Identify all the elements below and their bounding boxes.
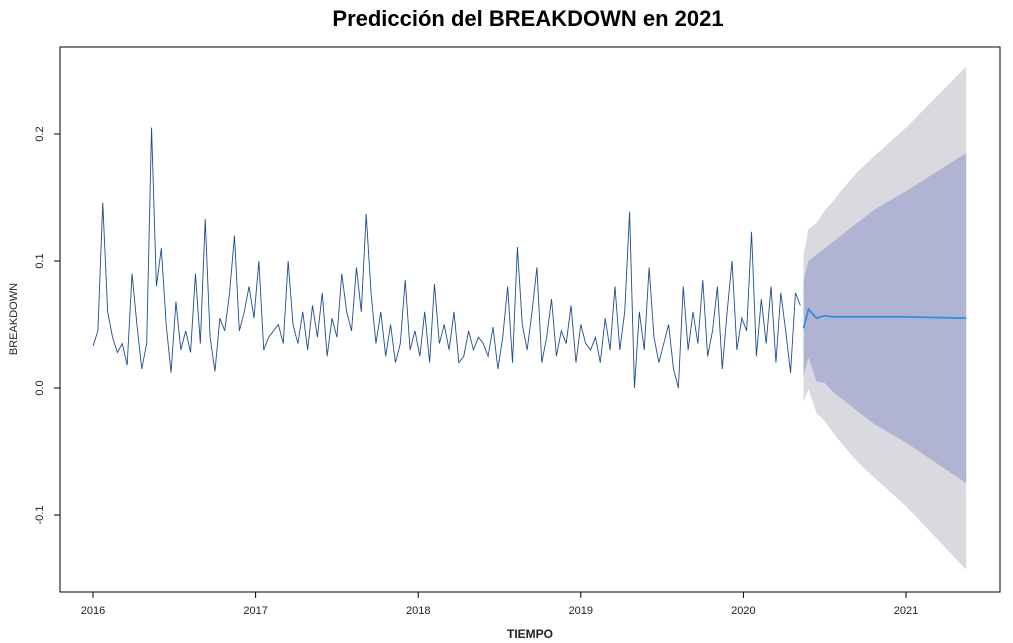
y-tick-label: 0.2 xyxy=(34,126,46,141)
chart-title: Predicción del BREAKDOWN en 2021 xyxy=(332,6,723,31)
y-tick-label: 0.1 xyxy=(34,253,46,268)
x-tick-label: 2021 xyxy=(894,605,918,617)
x-tick-label: 2018 xyxy=(406,605,430,617)
band-80 xyxy=(803,153,967,484)
forecast-line xyxy=(802,307,967,329)
history-line xyxy=(92,127,801,389)
x-tick-label: 2019 xyxy=(569,605,593,617)
x-tick-label: 2016 xyxy=(81,605,105,617)
y-tick-label: 0.0 xyxy=(34,380,46,395)
x-tick-label: 2017 xyxy=(243,605,267,617)
x-tick-label: 2020 xyxy=(731,605,755,617)
y-tick-label: -0.1 xyxy=(34,506,46,525)
y-axis-title: BREAKDOWN xyxy=(8,283,20,355)
x-axis-title: TIEMPO xyxy=(507,627,553,641)
